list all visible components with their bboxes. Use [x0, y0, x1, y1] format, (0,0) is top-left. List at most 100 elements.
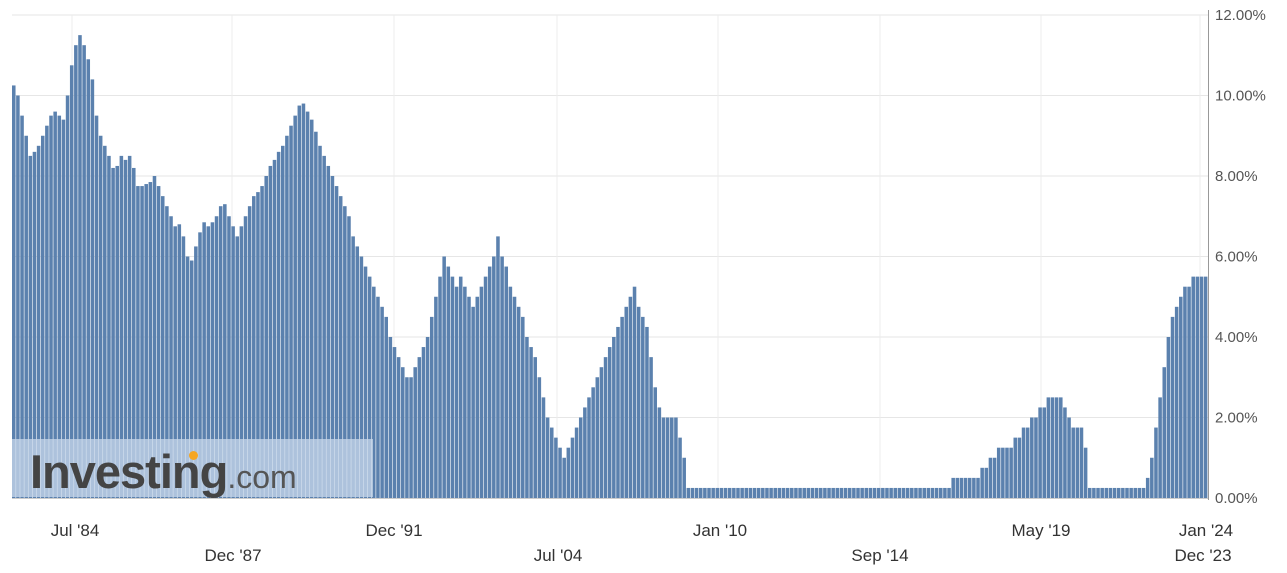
bar[interactable] — [670, 417, 674, 499]
bar[interactable] — [1133, 487, 1138, 498]
bar[interactable] — [74, 45, 78, 498]
bar[interactable] — [471, 306, 475, 498]
bar[interactable] — [132, 167, 136, 498]
bar[interactable] — [711, 487, 715, 498]
bar[interactable] — [78, 35, 82, 499]
bar[interactable] — [847, 487, 852, 498]
bar[interactable] — [521, 316, 525, 499]
bar[interactable] — [897, 487, 902, 498]
bar[interactable] — [177, 224, 182, 499]
bar[interactable] — [690, 487, 695, 498]
bar[interactable] — [533, 357, 537, 499]
bar[interactable] — [281, 145, 285, 498]
bar[interactable] — [562, 457, 566, 498]
bar[interactable] — [487, 266, 492, 498]
bar[interactable] — [806, 487, 811, 498]
bar[interactable] — [1059, 397, 1063, 499]
bar[interactable] — [748, 487, 753, 498]
bar[interactable] — [372, 286, 376, 498]
bar[interactable] — [202, 222, 206, 499]
bar[interactable] — [653, 387, 657, 498]
bar[interactable] — [86, 59, 91, 499]
bar[interactable] — [839, 487, 844, 498]
bar[interactable] — [525, 337, 529, 498]
bar[interactable] — [1021, 427, 1026, 498]
bar[interactable] — [388, 337, 393, 498]
bar[interactable] — [256, 192, 260, 498]
bar[interactable] — [1071, 427, 1075, 498]
bar[interactable] — [603, 357, 608, 499]
bar[interactable] — [566, 447, 571, 498]
bar[interactable] — [367, 276, 372, 499]
bar[interactable] — [169, 216, 173, 498]
bar[interactable] — [156, 186, 161, 498]
bar[interactable] — [1137, 487, 1142, 498]
bar[interactable] — [446, 266, 451, 498]
bar[interactable] — [872, 487, 877, 498]
bar[interactable] — [165, 206, 169, 498]
bar[interactable] — [570, 437, 575, 499]
bar[interactable] — [686, 487, 691, 498]
bar[interactable] — [537, 377, 542, 498]
bar[interactable] — [674, 417, 678, 499]
bar[interactable] — [719, 487, 724, 498]
bar[interactable] — [914, 487, 918, 498]
bar[interactable] — [1125, 487, 1129, 498]
bar[interactable] — [1195, 276, 1200, 499]
bar[interactable] — [429, 316, 434, 499]
bar[interactable] — [136, 186, 140, 498]
bar[interactable] — [454, 286, 459, 498]
bar[interactable] — [483, 276, 488, 499]
bar[interactable] — [1174, 306, 1179, 498]
bar[interactable] — [612, 337, 616, 498]
bar[interactable] — [463, 286, 467, 498]
bar[interactable] — [334, 186, 339, 498]
bar[interactable] — [194, 246, 198, 498]
bar[interactable] — [976, 477, 980, 499]
bar[interactable] — [396, 357, 401, 499]
bar[interactable] — [785, 487, 790, 498]
bar[interactable] — [107, 155, 111, 499]
bar[interactable] — [1067, 417, 1071, 499]
bar[interactable] — [823, 487, 827, 498]
bar[interactable] — [61, 119, 66, 499]
bar[interactable] — [529, 347, 533, 498]
bar[interactable] — [442, 256, 446, 499]
bar[interactable] — [1158, 397, 1162, 499]
bar[interactable] — [243, 216, 248, 498]
bar[interactable] — [698, 487, 703, 498]
bar[interactable] — [715, 487, 720, 498]
bar[interactable] — [1191, 276, 1195, 499]
bar[interactable] — [996, 447, 1001, 498]
bar[interactable] — [1166, 337, 1171, 498]
bar[interactable] — [769, 487, 773, 498]
bar[interactable] — [1042, 407, 1046, 498]
bar[interactable] — [438, 276, 442, 499]
bar[interactable] — [967, 477, 972, 499]
bar[interactable] — [1187, 286, 1191, 498]
bar[interactable] — [1038, 407, 1042, 498]
bar[interactable] — [144, 184, 148, 499]
bar[interactable] — [972, 477, 976, 499]
bar[interactable] — [645, 326, 649, 498]
bar[interactable] — [1121, 487, 1125, 498]
bar[interactable] — [467, 296, 471, 498]
bar[interactable] — [818, 487, 823, 498]
bar[interactable] — [36, 145, 41, 498]
bar[interactable] — [152, 176, 157, 498]
bar[interactable] — [285, 135, 289, 498]
bar[interactable] — [1154, 427, 1158, 498]
bar[interactable] — [1054, 397, 1059, 499]
bar[interactable] — [773, 487, 778, 498]
bar[interactable] — [587, 397, 591, 499]
bar[interactable] — [591, 387, 595, 498]
bar[interactable] — [276, 151, 281, 498]
bar[interactable] — [963, 477, 968, 499]
bar[interactable] — [901, 487, 906, 498]
bar[interactable] — [405, 377, 409, 498]
bar[interactable] — [856, 487, 860, 498]
bar[interactable] — [413, 367, 417, 498]
bar[interactable] — [678, 437, 682, 499]
bar[interactable] — [425, 337, 430, 498]
bar[interactable] — [293, 115, 297, 499]
